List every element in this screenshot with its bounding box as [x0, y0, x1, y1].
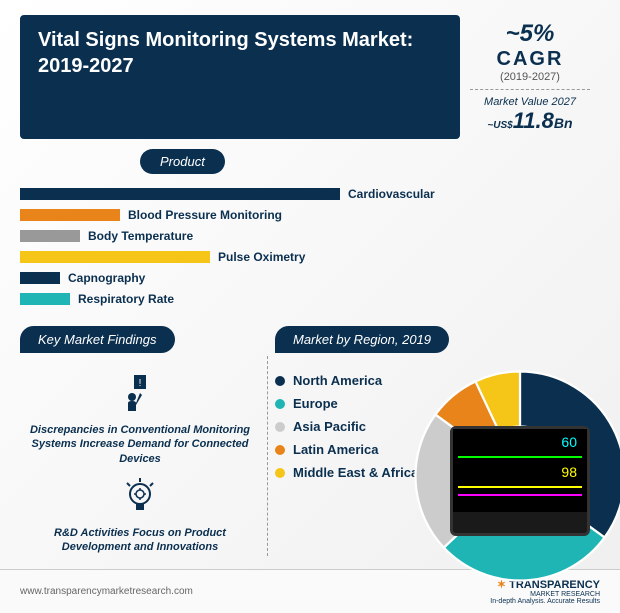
region-column: Market by Region, 2019 North America Euro…	[275, 326, 600, 564]
bar-row: Capnography	[20, 269, 600, 287]
cagr-years: (2019-2027)	[470, 71, 590, 83]
finding-2: R&D Activities Focus on Product Developm…	[20, 476, 260, 555]
bar	[20, 251, 210, 263]
finding-1: ! Discrepancies in Conventional Monitori…	[20, 373, 260, 466]
bar	[20, 209, 120, 221]
title-block: Vital Signs Monitoring Systems Market: 2…	[20, 15, 460, 139]
region-label: North America	[293, 373, 382, 388]
region-dot	[275, 468, 285, 478]
market-value: ~US$11.8Bn	[470, 108, 590, 134]
region-label: Middle East & Africa	[293, 465, 418, 480]
bar-row: Respiratory Rate	[20, 290, 600, 308]
product-section: Product Cardiovascular Blood Pressure Mon…	[0, 144, 620, 321]
bar-row: Blood Pressure Monitoring	[20, 206, 600, 224]
region-dot	[275, 399, 285, 409]
region-label: Latin America	[293, 442, 379, 457]
region-badge: Market by Region, 2019	[275, 326, 449, 353]
region-dot	[275, 445, 285, 455]
bar-label: Capnography	[68, 271, 145, 285]
bar	[20, 293, 70, 305]
footer-url: www.transparencymarketresearch.com	[20, 586, 193, 597]
region-dot	[275, 422, 285, 432]
bar	[20, 230, 80, 242]
bar-row: Cardiovascular	[20, 185, 600, 203]
finding-2-text: R&D Activities Focus on Product Developm…	[20, 526, 260, 555]
region-dot	[275, 376, 285, 386]
cagr-label: CAGR	[470, 48, 590, 71]
bar-row: Body Temperature	[20, 227, 600, 245]
finding-1-text: Discrepancies in Conventional Monitoring…	[20, 423, 260, 466]
lightbulb-gear-icon	[120, 476, 160, 516]
region-label: Asia Pacific	[293, 419, 366, 434]
bar-label: Blood Pressure Monitoring	[128, 208, 282, 222]
cagr-value: ~5%	[470, 20, 590, 48]
bar	[20, 272, 60, 284]
findings-column: Key Market Findings ! Discrepancies in C…	[20, 326, 260, 564]
bar	[20, 188, 340, 200]
product-badge: Product	[140, 149, 225, 174]
market-value-label: Market Value 2027	[470, 96, 590, 108]
bar-label: Respiratory Rate	[78, 292, 174, 306]
findings-badge: Key Market Findings	[20, 326, 175, 353]
cagr-box: ~5% CAGR (2019-2027) Market Value 2027 ~…	[460, 15, 600, 139]
svg-text:!: !	[139, 378, 142, 389]
region-label: Europe	[293, 396, 338, 411]
alert-person-icon: !	[120, 373, 160, 413]
monitor-device-icon: 60 98	[450, 426, 590, 536]
bar-label: Cardiovascular	[348, 187, 435, 201]
bar-label: Pulse Oximetry	[218, 250, 305, 264]
bar-label: Body Temperature	[88, 229, 193, 243]
bar-row: Pulse Oximetry	[20, 248, 600, 266]
main-title: Vital Signs Monitoring Systems Market: 2…	[38, 27, 442, 79]
